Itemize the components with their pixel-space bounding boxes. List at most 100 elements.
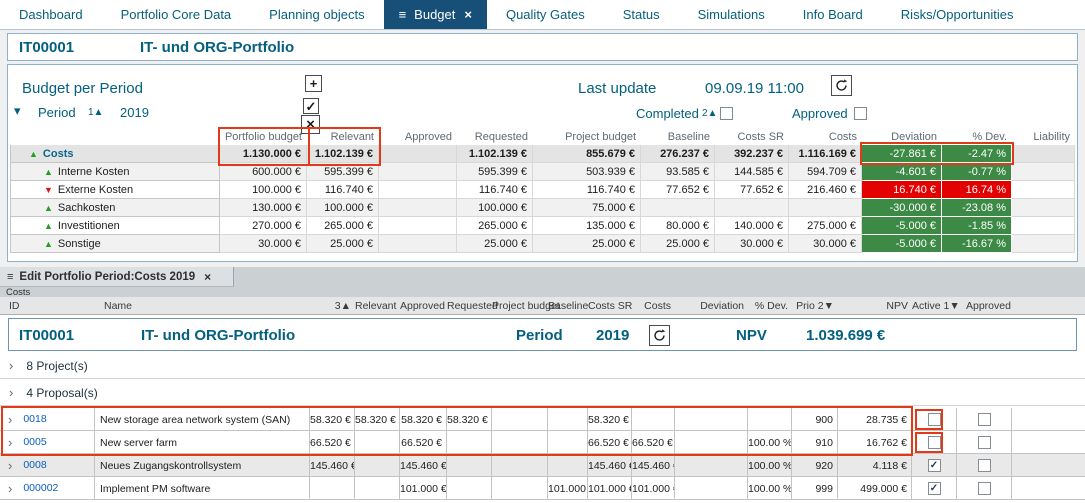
approved-checkbox-cell	[957, 431, 1012, 454]
column-header[interactable]: Approved	[966, 300, 1011, 312]
cost-category-cell[interactable]: ▼ Externe Kosten	[10, 181, 220, 199]
close-tab-icon[interactable]: ×	[464, 7, 472, 22]
cost-category-cell[interactable]: ▲ Interne Kosten	[10, 163, 220, 181]
column-header[interactable]: % Dev.	[754, 300, 788, 312]
column-header[interactable]: Portfolio budget	[224, 131, 302, 143]
tab-budget[interactable]: ≡ Budget ×	[383, 0, 487, 29]
budget-value-cell	[715, 199, 789, 217]
approved-checkbox[interactable]	[977, 435, 991, 449]
cost-category-cell[interactable]: ▲ Sachkosten	[10, 199, 220, 217]
column-header[interactable]: Deviation	[700, 300, 744, 312]
period-year[interactable]: 2019	[120, 105, 149, 120]
nav-status[interactable]: Status	[622, 7, 660, 22]
column-header[interactable]: Costs SR	[588, 300, 633, 312]
approved-checkbox[interactable]	[977, 481, 991, 495]
expand-icon[interactable]: ›	[8, 411, 13, 427]
column-header[interactable]: Baseline	[548, 300, 589, 312]
cost-category-cell[interactable]: ▲ Costs	[10, 145, 220, 163]
column-header[interactable]: Deviation	[891, 131, 937, 143]
proposals-group-label[interactable]: 4 Proposal(s)	[26, 385, 98, 400]
nav-risks-opportunities[interactable]: Risks/Opportunities	[900, 7, 1014, 22]
column-header[interactable]: Costs SR	[737, 131, 784, 143]
proposal-id-link[interactable]: 0008	[23, 459, 47, 471]
expand-icon[interactable]: ›	[8, 480, 13, 496]
cost-category-label: Sachkosten	[57, 202, 116, 214]
portfolio-header: IT00001 IT- und ORG-Portfolio	[7, 33, 1078, 61]
nav-info-board[interactable]: Info Board	[802, 7, 863, 22]
proposal-name-cell[interactable]: New server farm	[95, 431, 310, 454]
budget-value-cell: 30.000 €	[789, 235, 862, 253]
expand-icon[interactable]: ›	[9, 385, 14, 400]
approved-checkbox[interactable]	[977, 412, 991, 426]
column-header[interactable]: Approved	[400, 300, 445, 312]
cancel-button[interactable]: ×	[301, 115, 320, 134]
summary-period-value: 2019	[596, 327, 630, 344]
nav-portfolio-core-data[interactable]: Portfolio Core Data	[120, 7, 232, 22]
nav-planning-objects[interactable]: Planning objects	[269, 7, 365, 22]
column-header[interactable]: Costs	[828, 131, 857, 143]
column-header[interactable]: Relevant	[355, 300, 397, 312]
proposal-value-cell	[492, 408, 548, 431]
empty-cell	[1012, 408, 1085, 431]
column-header[interactable]: Requested	[474, 131, 528, 143]
column-header[interactable]: Project budget	[492, 300, 560, 312]
proposal-value-cell	[675, 431, 748, 454]
budget-value-cell: 140.000 €	[715, 217, 789, 235]
column-header[interactable]: 3▲	[334, 300, 351, 312]
nav-quality-gates[interactable]: Quality Gates	[505, 7, 585, 22]
add-button[interactable]: +	[305, 75, 322, 92]
proposal-id-link[interactable]: 0005	[23, 436, 47, 448]
active-checkbox[interactable]: ✓	[927, 481, 941, 495]
proposal-name-cell[interactable]: Implement PM software	[95, 477, 310, 500]
cost-category-cell[interactable]: ▲ Sonstige	[10, 235, 220, 253]
column-header[interactable]: Name	[104, 300, 133, 312]
refresh-button[interactable]	[831, 75, 852, 96]
approved-checkbox[interactable]	[977, 458, 991, 472]
column-header[interactable]: Prio 2▼	[796, 300, 834, 312]
column-header[interactable]: Baseline	[667, 131, 710, 143]
proposal-id-link[interactable]: 000002	[23, 482, 59, 494]
column-header[interactable]: Requested	[447, 300, 498, 312]
column-header[interactable]: Costs	[644, 300, 671, 312]
column-header[interactable]: Liability	[1033, 131, 1070, 143]
column-header[interactable]: Relevant	[330, 131, 374, 143]
active-checkbox[interactable]	[927, 412, 941, 426]
period-label[interactable]: Period	[38, 105, 76, 120]
completed-label: Completed	[636, 106, 699, 121]
column-header[interactable]: ID	[9, 300, 20, 312]
proposal-value-cell	[310, 477, 355, 500]
column-header[interactable]: Project budget	[565, 131, 636, 143]
confirm-button[interactable]: ✓	[303, 98, 319, 114]
budget-value-cell: 25.000 €	[641, 235, 715, 253]
column-header[interactable]: NPV	[886, 300, 908, 312]
nav-dashboard[interactable]: Dashboard	[19, 7, 83, 22]
proposal-name-cell[interactable]: New storage area network system (SAN)	[95, 408, 310, 431]
active-checkbox[interactable]: ✓	[927, 458, 941, 472]
completed-checkbox[interactable]	[720, 107, 733, 120]
expand-icon[interactable]: ›	[8, 434, 13, 450]
expand-icon[interactable]: ›	[8, 457, 13, 473]
proposal-name-cell[interactable]: Neues Zugangskontrollsystem	[95, 454, 310, 477]
proposal-value-cell: 28.735 €	[838, 408, 912, 431]
refresh-button[interactable]	[649, 325, 670, 346]
budget-per-period-panel: Budget per Period + Last update 09.09.19…	[7, 64, 1078, 262]
budget-value-cell	[379, 181, 457, 199]
approved-checkbox-cell	[957, 454, 1012, 477]
cost-category-cell[interactable]: ▲ Investitionen	[10, 217, 220, 235]
budget-value-cell	[379, 199, 457, 217]
nav-simulations[interactable]: Simulations	[697, 7, 765, 22]
approved-checkbox[interactable]	[854, 107, 867, 120]
cost-category-label: Investitionen	[57, 220, 120, 232]
column-header[interactable]: Approved	[404, 131, 452, 143]
edit-portfolio-period-tab[interactable]: ≡ Edit Portfolio Period:Costs 2019 ×	[0, 267, 234, 287]
expand-icon[interactable]: ›	[9, 358, 14, 373]
active-checkbox[interactable]	[927, 435, 941, 449]
chevron-down-icon[interactable]: ▾	[14, 103, 21, 118]
proposal-id-link[interactable]: 0018	[23, 413, 47, 425]
budget-value-cell	[379, 217, 457, 235]
column-header[interactable]: Active 1▼	[912, 300, 960, 312]
column-header[interactable]: % Dev.	[972, 131, 1007, 143]
projects-group-label[interactable]: 8 Project(s)	[26, 358, 88, 373]
proposal-value-cell: 58.320 €	[310, 408, 355, 431]
close-edit-tab-icon[interactable]: ×	[204, 269, 212, 284]
